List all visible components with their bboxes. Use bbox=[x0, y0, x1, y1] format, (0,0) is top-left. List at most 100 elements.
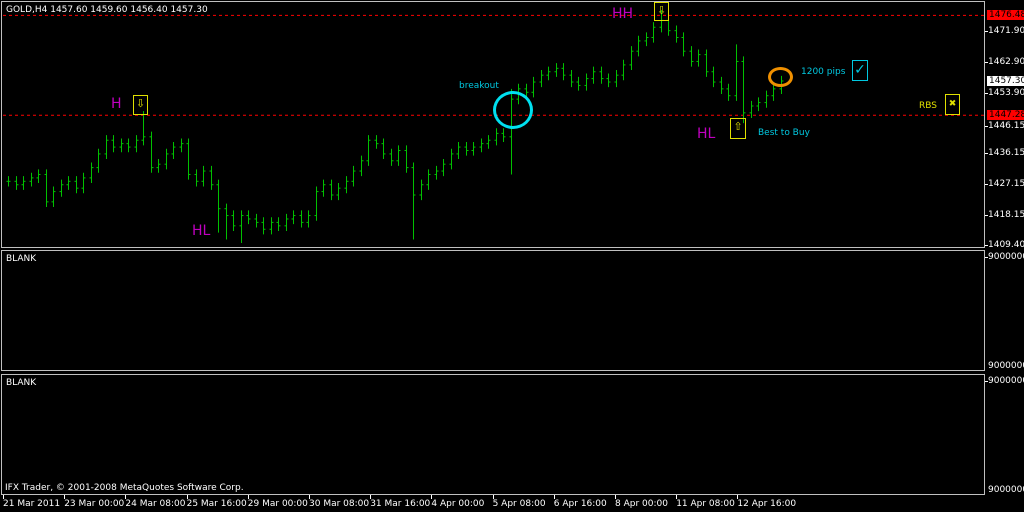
ohlc-bar bbox=[126, 138, 131, 153]
ohlc-bar bbox=[171, 141, 176, 160]
ohlc-bar bbox=[681, 32, 686, 57]
ohlc-bar bbox=[344, 176, 349, 194]
ohlc-bar bbox=[269, 217, 274, 235]
ohlc-bar bbox=[96, 148, 101, 173]
panel-axis-label: 9000000 bbox=[988, 361, 1024, 371]
ohlc-bar bbox=[29, 172, 34, 187]
ohlc-bar bbox=[231, 210, 236, 231]
ohlc-bar bbox=[261, 217, 266, 235]
x-tick-label: 11 Apr 08:00 bbox=[676, 495, 735, 509]
y-tick-label: 1427.15 bbox=[984, 179, 1024, 190]
ohlc-bar bbox=[381, 138, 386, 160]
ohlc-bar bbox=[494, 128, 499, 146]
x-tick-label: 21 Mar 2011 bbox=[3, 495, 61, 509]
ohlc-bar bbox=[591, 66, 596, 84]
ohlc-bar bbox=[224, 203, 229, 240]
panel-axis-label: 9000000 bbox=[988, 485, 1024, 495]
copyright-text: IFX Trader, © 2001-2008 MetaQuotes Softw… bbox=[5, 483, 244, 493]
ohlc-bar bbox=[501, 128, 506, 142]
ohlc-bar bbox=[711, 66, 716, 88]
level-price-label: 1476.48 bbox=[987, 10, 1024, 21]
ohlc-bar bbox=[239, 210, 244, 243]
ohlc-bar bbox=[209, 165, 214, 190]
indicator-panel-1[interactable]: BLANK bbox=[1, 250, 985, 371]
ohlc-bar bbox=[554, 63, 559, 77]
ohlc-bar bbox=[186, 138, 191, 180]
panel-title: BLANK bbox=[6, 378, 37, 388]
ohlc-bar bbox=[486, 135, 491, 149]
ohlc-bar bbox=[441, 159, 446, 177]
ohlc-bar bbox=[471, 141, 476, 156]
ohlc-bar bbox=[629, 46, 634, 71]
ohlc-bar bbox=[614, 70, 619, 88]
ohlc-bar bbox=[141, 111, 146, 146]
ohlc-bar bbox=[531, 76, 536, 98]
label-h: H bbox=[111, 96, 122, 112]
label-hl: HL bbox=[192, 223, 211, 239]
ohlc-bar bbox=[81, 172, 86, 194]
ohlc-bar bbox=[306, 210, 311, 228]
ohlc-bar bbox=[89, 162, 94, 184]
down-arrow-icon[interactable]: ⇩ bbox=[133, 95, 148, 115]
ohlc-bar bbox=[66, 176, 71, 190]
y-tick-label: 1446.15 bbox=[984, 121, 1024, 132]
x-tick-label: 29 Mar 00:00 bbox=[247, 495, 308, 509]
ohlc-bar bbox=[411, 162, 416, 240]
ohlc-bar bbox=[719, 76, 724, 95]
ohlc-bar bbox=[366, 135, 371, 166]
ohlc-bar bbox=[284, 213, 289, 231]
ohlc-bar bbox=[351, 165, 356, 187]
ohlc-bar bbox=[104, 135, 109, 160]
y-tick-label: 1409.40 bbox=[984, 240, 1024, 250]
ohlc-bar bbox=[51, 186, 56, 207]
x-tick-label: 23 Mar 00:00 bbox=[64, 495, 125, 509]
ohlc-bar bbox=[74, 176, 79, 194]
ohlc-bar bbox=[456, 141, 461, 160]
label-hl: HL bbox=[697, 126, 716, 142]
ohlc-bar bbox=[651, 22, 656, 43]
ohlc-bar bbox=[194, 169, 199, 187]
ohlc-bar bbox=[636, 35, 641, 57]
x-tick-label: 25 Mar 16:00 bbox=[186, 495, 247, 509]
ohlc-bar bbox=[726, 83, 731, 101]
ohlc-bar bbox=[599, 66, 604, 84]
check-icon[interactable]: ✓ bbox=[852, 60, 868, 81]
ohlc-bar bbox=[741, 56, 746, 124]
indicator-panel-2[interactable]: BLANK bbox=[1, 374, 985, 495]
ohlc-bar bbox=[254, 213, 259, 228]
ohlc-bar bbox=[434, 165, 439, 180]
breakout-label: breakout bbox=[459, 81, 499, 91]
ohlc-bar bbox=[14, 176, 19, 190]
ohlc-bar bbox=[479, 138, 484, 153]
price-chart-panel[interactable]: GOLD,H4 1457.60 1459.60 1456.40 1457.30 bbox=[1, 1, 985, 248]
x-tick-label: 24 Mar 08:00 bbox=[125, 495, 186, 509]
ohlc-bar bbox=[201, 165, 206, 187]
ohlc-bar bbox=[621, 59, 626, 81]
x-tick-label: 8 Apr 00:00 bbox=[615, 495, 668, 509]
down-arrow-icon[interactable]: ⇩ bbox=[654, 2, 669, 21]
rbs-label: RBS bbox=[919, 101, 937, 111]
ohlc-bar bbox=[6, 176, 11, 187]
target-circle bbox=[768, 67, 793, 87]
cross-icon[interactable]: ✖ bbox=[945, 94, 960, 115]
ohlc-bar bbox=[359, 155, 364, 177]
pips-label: 1200 pips bbox=[801, 67, 846, 77]
ohlc-bar bbox=[299, 210, 304, 228]
ohlc-bar bbox=[179, 138, 184, 153]
up-arrow-icon[interactable]: ⇧ bbox=[730, 118, 746, 139]
ohlc-bar bbox=[584, 73, 589, 91]
ohlc-bar bbox=[276, 217, 281, 231]
x-tick-label: 31 Mar 16:00 bbox=[370, 495, 431, 509]
x-tick-label: 30 Mar 08:00 bbox=[309, 495, 370, 509]
symbol-title: GOLD,H4 1457.60 1459.60 1456.40 1457.30 bbox=[6, 5, 208, 15]
ohlc-bar bbox=[314, 186, 319, 221]
ohlc-bar bbox=[336, 183, 341, 201]
ohlc-bar bbox=[156, 159, 161, 173]
ohlc-bar bbox=[21, 176, 26, 190]
ohlc-bar bbox=[44, 169, 49, 207]
ohlc-bar bbox=[389, 148, 394, 166]
ohlc-bar bbox=[764, 90, 769, 108]
ohlc-bar bbox=[216, 179, 221, 233]
ohlc-bar bbox=[134, 135, 139, 153]
